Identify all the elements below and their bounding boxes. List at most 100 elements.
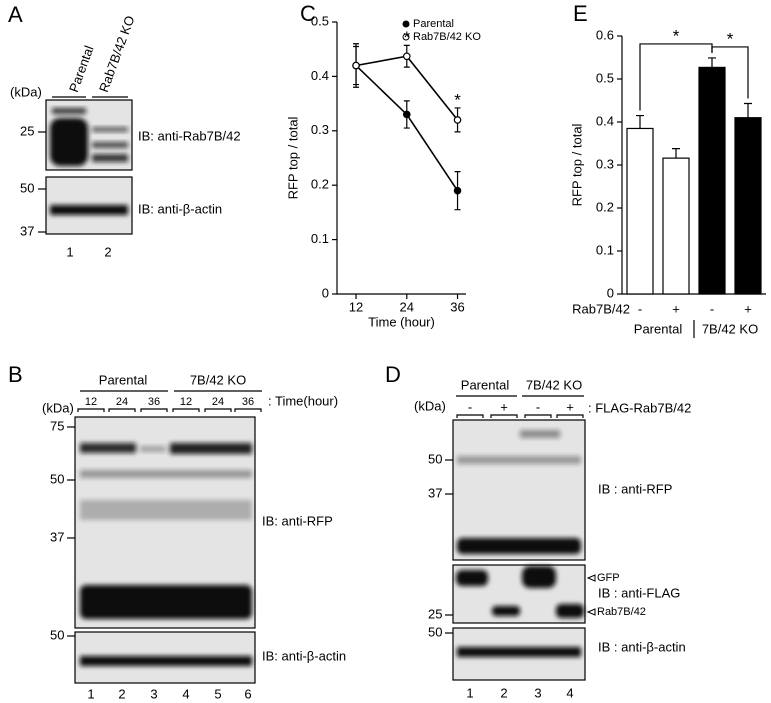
band [80, 656, 252, 666]
band [492, 606, 520, 616]
annotation: * [403, 28, 410, 47]
band-label: Rab7B/42 [597, 606, 646, 618]
sign: + [500, 399, 508, 414]
band [457, 647, 581, 657]
row-label: Rab7B/42 [572, 301, 630, 316]
legend-label: Rab7B/42 KO [413, 31, 481, 43]
bracket [172, 408, 200, 412]
sign: + [566, 399, 574, 414]
lane-number: 6 [244, 686, 251, 701]
lane-number: 1 [87, 686, 94, 701]
time-label: 36 [242, 396, 254, 408]
y-tick-label: 0.2 [596, 199, 614, 214]
ib-label: IB : anti-β-actin [598, 639, 686, 654]
band-label: GFP [597, 572, 620, 584]
lane-number: 5 [214, 686, 221, 701]
bar [698, 66, 726, 295]
panel-letter: C [300, 1, 316, 26]
ib-label: IB : anti-RFP [598, 481, 672, 496]
band [50, 205, 128, 215]
bands [50, 108, 128, 166]
point [453, 116, 462, 124]
x-tick-label: - [638, 301, 642, 316]
marker: 37 [20, 223, 34, 238]
lane-number: 3 [534, 685, 541, 700]
annotation: * [454, 90, 461, 109]
y-tick-label: 0.2 [311, 177, 329, 192]
lane-header: Parental [66, 43, 97, 94]
bracket [456, 414, 484, 418]
y-tick-label: 0.3 [311, 122, 329, 137]
marker: 25 [428, 606, 442, 621]
point [402, 110, 411, 119]
x-tick-label: 24 [400, 299, 414, 314]
bracket [490, 414, 518, 418]
legend-marker [402, 33, 410, 41]
group-header: Parental [99, 372, 148, 387]
panel-letter: E [573, 1, 588, 26]
y-tick-label: 0.4 [596, 113, 614, 128]
sign: - [536, 399, 540, 414]
bracket [140, 408, 168, 412]
band [456, 570, 488, 586]
group-header: 7B/42 KO [190, 372, 246, 387]
y-tick-label: 0.6 [596, 27, 614, 42]
group-header: Parental [461, 377, 510, 392]
y-tick-label: 0.5 [311, 13, 329, 28]
y-tick-label: 0.1 [596, 242, 614, 257]
x-tick-label: + [672, 301, 680, 316]
error-bar [672, 148, 680, 159]
time-label: 24 [212, 396, 224, 408]
marker: 50 [428, 451, 442, 466]
panel-letter: D [385, 362, 401, 387]
bracket [108, 408, 136, 412]
blot [452, 419, 586, 561]
lane-number: 2 [118, 686, 125, 701]
lane-number: 1 [66, 244, 73, 259]
time-label: 24 [116, 396, 128, 408]
bar [734, 117, 762, 295]
lane-number: 3 [150, 686, 157, 701]
kda-label: (kDa) [414, 398, 446, 413]
ib-label: IB: anti-β-actin [262, 648, 346, 663]
x-tick-label: 12 [349, 299, 363, 314]
bar [662, 157, 690, 295]
lane-number: 4 [566, 685, 573, 700]
sign-label: : FLAG-Rab7B/42 [588, 400, 691, 415]
x-tick-label: + [744, 301, 752, 316]
ib-label: IB : anti-FLAG [598, 585, 680, 600]
error-bar [708, 57, 716, 68]
time-label: 36 [148, 396, 160, 408]
y-tick-label: 0 [322, 285, 329, 300]
time-label: : Time(hour) [268, 393, 338, 408]
time-label: 12 [180, 396, 192, 408]
legend-label: Parental [413, 18, 454, 30]
group-header: 7B/42 KO [526, 377, 582, 392]
panel-d: D Parental 7B/42 KO (kDa) : FLAG-Rab7B/4… [385, 362, 691, 681]
bar [626, 127, 654, 295]
y-axis-label: RFP top / total [285, 116, 300, 199]
legend-marker [402, 20, 410, 28]
marker: 50 [20, 180, 34, 195]
marker: 50 [50, 471, 64, 486]
y-tick-label: 0 [607, 285, 614, 300]
band [556, 604, 584, 618]
bands [457, 430, 581, 554]
marker: 75 [50, 418, 64, 433]
bands [80, 443, 252, 619]
marker: 50 [50, 627, 64, 642]
lane-number: 4 [182, 686, 189, 701]
group-label: Parental [634, 321, 683, 336]
y-tick-label: 0.3 [596, 156, 614, 171]
ib-label: IB: anti-RFP [262, 513, 333, 528]
bracket [524, 414, 552, 418]
y-tick-label: 0.5 [596, 70, 614, 85]
sign: - [468, 399, 472, 414]
ib-label: IB: anti-β-actin [138, 201, 222, 216]
x-tick-label: - [710, 301, 714, 316]
bracket [77, 408, 105, 412]
y-tick-label: 0.4 [311, 68, 329, 83]
error-bar [744, 102, 752, 118]
kda-label: (kDa) [42, 400, 74, 415]
lane-number: 1 [466, 685, 473, 700]
